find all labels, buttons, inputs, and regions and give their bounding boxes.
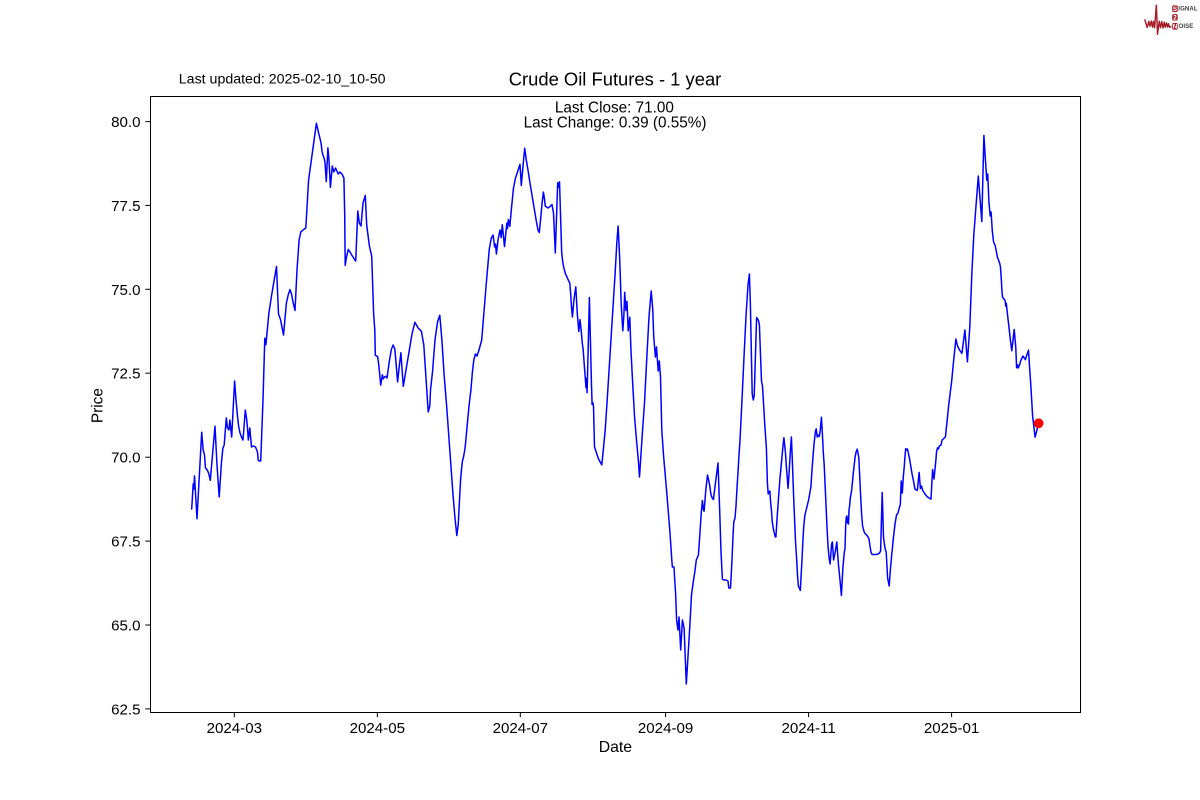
svg-text:2024-07: 2024-07 [493, 720, 548, 737]
svg-text:Crude Oil Futures - 1 year: Crude Oil Futures - 1 year [509, 69, 722, 90]
svg-text:2024-05: 2024-05 [350, 720, 405, 737]
svg-text:2024-09: 2024-09 [638, 720, 693, 737]
svg-text:67.5: 67.5 [111, 534, 140, 551]
svg-text:70.0: 70.0 [111, 450, 140, 467]
svg-text:N: N [1173, 23, 1178, 30]
svg-text:62.5: 62.5 [111, 701, 140, 718]
svg-text:77.5: 77.5 [111, 198, 140, 215]
svg-text:2024-11: 2024-11 [781, 720, 835, 737]
svg-text:Last Close: 71.00: Last Close: 71.00 [555, 100, 674, 117]
svg-text:S: S [1173, 6, 1177, 13]
svg-text:Price: Price [89, 388, 106, 423]
svg-text:2025-01: 2025-01 [924, 720, 979, 737]
svg-text:2024-03: 2024-03 [207, 720, 262, 737]
svg-text:OISE: OISE [1179, 23, 1194, 30]
svg-text:Last Change: 0.39 (0.55%): Last Change: 0.39 (0.55%) [524, 115, 707, 132]
svg-text:2: 2 [1173, 14, 1177, 21]
svg-text:75.0: 75.0 [111, 282, 140, 299]
svg-text:Last updated: 2025-02-10_10-50: Last updated: 2025-02-10_10-50 [179, 72, 386, 88]
svg-text:65.0: 65.0 [111, 618, 140, 635]
svg-text:80.0: 80.0 [111, 114, 140, 131]
svg-text:IGNAL: IGNAL [1178, 6, 1198, 13]
svg-text:Date: Date [599, 739, 633, 756]
svg-text:72.5: 72.5 [111, 366, 140, 383]
